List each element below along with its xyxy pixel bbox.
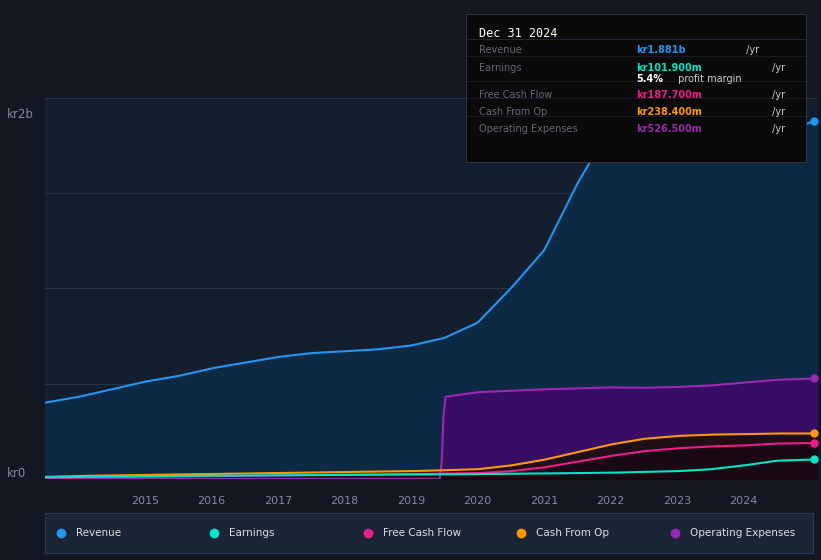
Text: 2018: 2018	[330, 496, 359, 506]
Text: 2019: 2019	[397, 496, 425, 506]
Text: profit margin: profit margin	[675, 74, 741, 84]
Text: 2024: 2024	[730, 496, 758, 506]
Text: /yr: /yr	[743, 45, 759, 55]
Text: /yr: /yr	[768, 63, 785, 73]
Text: kr0: kr0	[7, 466, 25, 480]
Text: Operating Expenses: Operating Expenses	[690, 528, 796, 538]
Text: Revenue: Revenue	[479, 45, 522, 55]
Text: 2017: 2017	[264, 496, 292, 506]
Text: Cash From Op: Cash From Op	[536, 528, 609, 538]
Text: 2022: 2022	[597, 496, 625, 506]
Text: kr1.881b: kr1.881b	[635, 45, 686, 55]
Text: 2021: 2021	[530, 496, 558, 506]
Text: 2016: 2016	[197, 496, 226, 506]
Text: Earnings: Earnings	[229, 528, 275, 538]
Text: /yr: /yr	[768, 124, 785, 134]
Text: Earnings: Earnings	[479, 63, 521, 73]
Text: Dec 31 2024: Dec 31 2024	[479, 27, 557, 40]
Text: Free Cash Flow: Free Cash Flow	[479, 90, 553, 100]
Text: /yr: /yr	[768, 90, 785, 100]
Text: kr526.500m: kr526.500m	[635, 124, 702, 134]
Text: Revenue: Revenue	[76, 528, 121, 538]
Text: 2015: 2015	[131, 496, 159, 506]
Text: 2023: 2023	[663, 496, 691, 506]
Text: Free Cash Flow: Free Cash Flow	[383, 528, 461, 538]
Text: 2020: 2020	[464, 496, 492, 506]
Text: kr2b: kr2b	[7, 108, 34, 122]
Text: kr101.900m: kr101.900m	[635, 63, 702, 73]
Text: /yr: /yr	[768, 107, 785, 116]
Text: kr238.400m: kr238.400m	[635, 107, 702, 116]
Text: Operating Expenses: Operating Expenses	[479, 124, 578, 134]
Text: Cash From Op: Cash From Op	[479, 107, 548, 116]
Text: kr187.700m: kr187.700m	[635, 90, 702, 100]
Text: 5.4%: 5.4%	[635, 74, 663, 84]
